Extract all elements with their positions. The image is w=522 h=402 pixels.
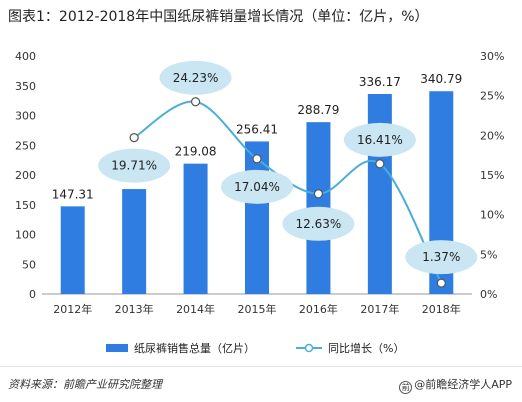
y-left-tick-label: 300 xyxy=(15,110,36,123)
chart-title: 图表1：2012-2018年中国纸尿裤销量增长情况（单位：亿片，%） xyxy=(8,9,429,25)
legend-line-marker xyxy=(304,343,314,353)
brand-mark: 前 @前瞻经济学人APP xyxy=(399,376,512,394)
y-right-tick-label: 5% xyxy=(480,248,497,261)
growth-label-bubble xyxy=(159,60,232,95)
growth-point xyxy=(313,189,324,199)
growth-point xyxy=(375,159,385,169)
y-left-tick-label: 400 xyxy=(15,50,36,63)
brand-text: @前瞻经济学人APP xyxy=(414,378,512,391)
bar-value-label: 340.79 xyxy=(420,72,462,86)
growth-label: 19.71% xyxy=(111,159,157,173)
y-right-tick-label: 25% xyxy=(480,90,504,103)
bar-value-label: 147.31 xyxy=(52,187,94,201)
bar-value-label: 288.79 xyxy=(297,103,339,117)
bar xyxy=(122,189,147,294)
source-note: 资料来源：前瞻产业研究院整理 xyxy=(8,378,162,391)
x-tick-label: 2017年 xyxy=(360,302,399,316)
growth-label: 12.63% xyxy=(296,217,342,231)
bar xyxy=(183,163,208,294)
y-right-tick-label: 0% xyxy=(480,288,497,301)
growth-point xyxy=(190,97,201,107)
y-left-tick-label: 0 xyxy=(29,288,36,301)
y-left-tick-label: 150 xyxy=(15,199,36,212)
x-tick-label: 2012年 xyxy=(53,302,92,316)
x-tick-label: 2015年 xyxy=(238,302,277,316)
bar-value-label: 336.17 xyxy=(359,75,401,89)
brand-logo-icon: 前 xyxy=(399,381,413,394)
y-right-tick-label: 10% xyxy=(480,209,504,222)
growth-point xyxy=(129,133,139,143)
y-left-tick-label: 350 xyxy=(15,80,36,93)
legend-bar-label: 纸尿裤销售总量（亿片） xyxy=(134,341,255,355)
growth-label: 1.37% xyxy=(422,250,460,264)
x-tick-label: 2016年 xyxy=(299,302,338,316)
bar xyxy=(60,206,85,294)
growth-point xyxy=(436,278,446,288)
legend-line-label: 同比增长（%） xyxy=(328,341,404,355)
y-right-tick-label: 30% xyxy=(480,50,504,63)
growth-label: 24.23% xyxy=(173,71,219,85)
y-left-tick-label: 50 xyxy=(22,258,36,271)
x-tick-label: 2013年 xyxy=(115,302,154,316)
growth-label-bubble xyxy=(221,169,293,204)
growth-label-bubble xyxy=(405,240,478,275)
bar xyxy=(245,141,269,294)
bar-value-label: 256.41 xyxy=(236,122,278,136)
growth-label: 16.41% xyxy=(357,133,403,147)
growth-label-bubble xyxy=(282,206,355,241)
y-left-tick-label: 200 xyxy=(15,169,36,182)
growth-point xyxy=(252,154,262,164)
x-tick-label: 2018年 xyxy=(422,302,461,316)
growth-label-bubble xyxy=(343,122,416,157)
y-right-tick-label: 20% xyxy=(480,129,504,142)
y-left-tick-label: 100 xyxy=(15,229,36,242)
growth-label-bubble xyxy=(98,148,171,183)
legend: 纸尿裤销售总量（亿片） 同比增长（%） xyxy=(106,341,404,355)
bar-value-label: 219.08 xyxy=(175,145,217,159)
y-right-tick-label: 15% xyxy=(480,169,504,182)
legend-bar-swatch xyxy=(106,344,128,352)
growth-label: 17.04% xyxy=(234,180,280,194)
footer-divider xyxy=(0,366,522,367)
y-left-tick-label: 250 xyxy=(15,139,36,152)
x-tick-label: 2014年 xyxy=(176,302,215,316)
